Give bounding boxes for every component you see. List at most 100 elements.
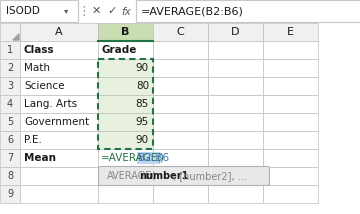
Text: B2:B6: B2:B6 [138, 153, 170, 163]
Text: A: A [55, 27, 63, 37]
Bar [208, 185, 263, 203]
Text: ▾: ▾ [64, 6, 68, 15]
Text: Lang. Arts: Lang. Arts [24, 99, 77, 109]
Text: 95: 95 [136, 117, 149, 127]
Bar [98, 113, 153, 131]
Bar [0, 113, 20, 131]
Bar [0, 131, 20, 149]
Bar [0, 23, 20, 41]
Text: =AVERAGE(: =AVERAGE( [101, 153, 162, 163]
Bar [153, 23, 208, 41]
Bar [20, 59, 98, 77]
Text: C: C [177, 27, 184, 37]
Text: 2: 2 [7, 63, 13, 73]
Text: P.E.: P.E. [24, 135, 42, 145]
Bar [0, 77, 20, 95]
Bar [0, 59, 20, 77]
Polygon shape [13, 34, 19, 40]
Text: , [number2], ...: , [number2], ... [173, 171, 247, 181]
Text: Grade: Grade [102, 45, 138, 55]
Text: ⋮: ⋮ [78, 4, 90, 18]
Bar [263, 167, 318, 185]
Text: ✓: ✓ [107, 6, 117, 16]
Bar [208, 167, 263, 185]
Text: =AVERAGE(B2:B6): =AVERAGE(B2:B6) [141, 6, 244, 16]
Bar [263, 23, 318, 41]
Text: Mean: Mean [24, 153, 56, 163]
Text: 4: 4 [7, 99, 13, 109]
Bar [208, 77, 263, 95]
Bar [20, 131, 98, 149]
Bar [20, 23, 98, 41]
Text: E: E [287, 27, 294, 37]
Bar [98, 77, 153, 95]
Bar [263, 59, 318, 77]
Text: 3: 3 [7, 81, 13, 91]
Bar [0, 185, 20, 203]
Bar [208, 113, 263, 131]
Text: ): ) [159, 153, 163, 163]
Bar [153, 131, 208, 149]
Bar [20, 185, 98, 203]
Bar [263, 185, 318, 203]
Text: 85: 85 [136, 99, 149, 109]
Bar [153, 149, 208, 167]
Bar [263, 131, 318, 149]
Text: AVERAGE(: AVERAGE( [107, 171, 156, 181]
Bar [20, 149, 98, 167]
Text: Math: Math [24, 63, 50, 73]
Bar [263, 77, 318, 95]
Bar [20, 167, 98, 185]
Bar [153, 95, 208, 113]
Bar [208, 59, 263, 77]
Bar [263, 41, 318, 59]
Text: 5: 5 [7, 117, 13, 127]
Text: 80: 80 [136, 81, 149, 91]
Text: 7: 7 [7, 153, 13, 163]
Bar [98, 149, 153, 167]
Text: Science: Science [24, 81, 64, 91]
Bar [153, 167, 208, 185]
Text: B: B [121, 27, 130, 37]
Bar [98, 131, 153, 149]
Bar [98, 185, 153, 203]
Bar [138, 152, 160, 164]
Bar [98, 41, 153, 59]
Bar [0, 149, 20, 167]
Bar [136, 0, 360, 22]
Text: 9: 9 [7, 189, 13, 199]
Bar [98, 59, 153, 77]
FancyBboxPatch shape [99, 166, 270, 186]
Bar [208, 95, 263, 113]
Text: D: D [231, 27, 240, 37]
Bar [208, 41, 263, 59]
Bar [0, 167, 20, 185]
Bar [98, 167, 153, 185]
Bar [20, 113, 98, 131]
Text: ✕: ✕ [91, 6, 101, 16]
Text: 8: 8 [7, 171, 13, 181]
Text: ISODD: ISODD [6, 6, 40, 16]
Bar [208, 131, 263, 149]
Text: Government: Government [24, 117, 89, 127]
Bar [0, 95, 20, 113]
Bar [98, 95, 153, 113]
Bar [153, 113, 208, 131]
Bar [98, 23, 153, 41]
Text: 90: 90 [136, 135, 149, 145]
Bar [153, 41, 208, 59]
Bar [20, 95, 98, 113]
Bar [263, 113, 318, 131]
Text: 6: 6 [7, 135, 13, 145]
Bar [263, 149, 318, 167]
Bar [98, 59, 153, 149]
Bar [0, 0, 78, 22]
Bar [20, 41, 98, 59]
Text: 1: 1 [7, 45, 13, 55]
Bar [208, 149, 263, 167]
Bar [20, 77, 98, 95]
Bar [263, 95, 318, 113]
Bar [153, 59, 208, 77]
Text: number1: number1 [139, 171, 188, 181]
Text: Class: Class [24, 45, 55, 55]
